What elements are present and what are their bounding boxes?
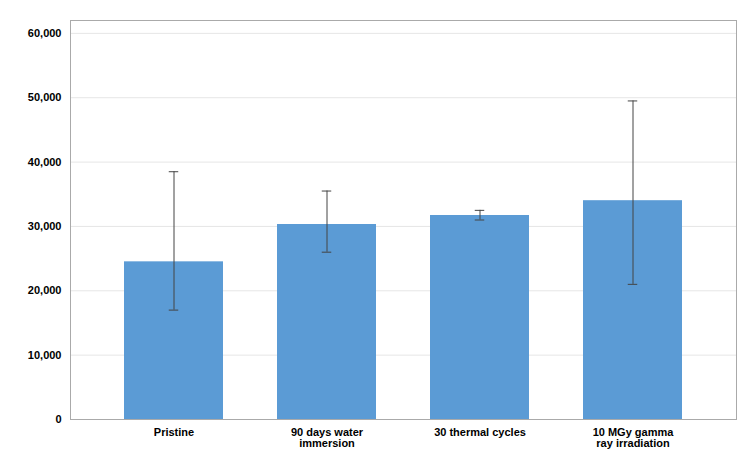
svg-text:90 days waterimmersion: 90 days waterimmersion — [291, 426, 364, 449]
svg-text:30,000: 30,000 — [28, 220, 62, 232]
svg-text:40,000: 40,000 — [28, 156, 62, 168]
svg-text:10,000: 10,000 — [28, 349, 62, 361]
svg-text:60,000: 60,000 — [28, 27, 62, 39]
svg-text:50,000: 50,000 — [28, 91, 62, 103]
svg-text:10 MGy gammaray irradiation: 10 MGy gammaray irradiation — [593, 426, 675, 449]
svg-text:Pristine: Pristine — [154, 426, 194, 438]
svg-text:20,000: 20,000 — [28, 284, 62, 296]
svg-text:0: 0 — [55, 413, 61, 425]
svg-text:30 thermal cycles: 30 thermal cycles — [434, 426, 526, 438]
